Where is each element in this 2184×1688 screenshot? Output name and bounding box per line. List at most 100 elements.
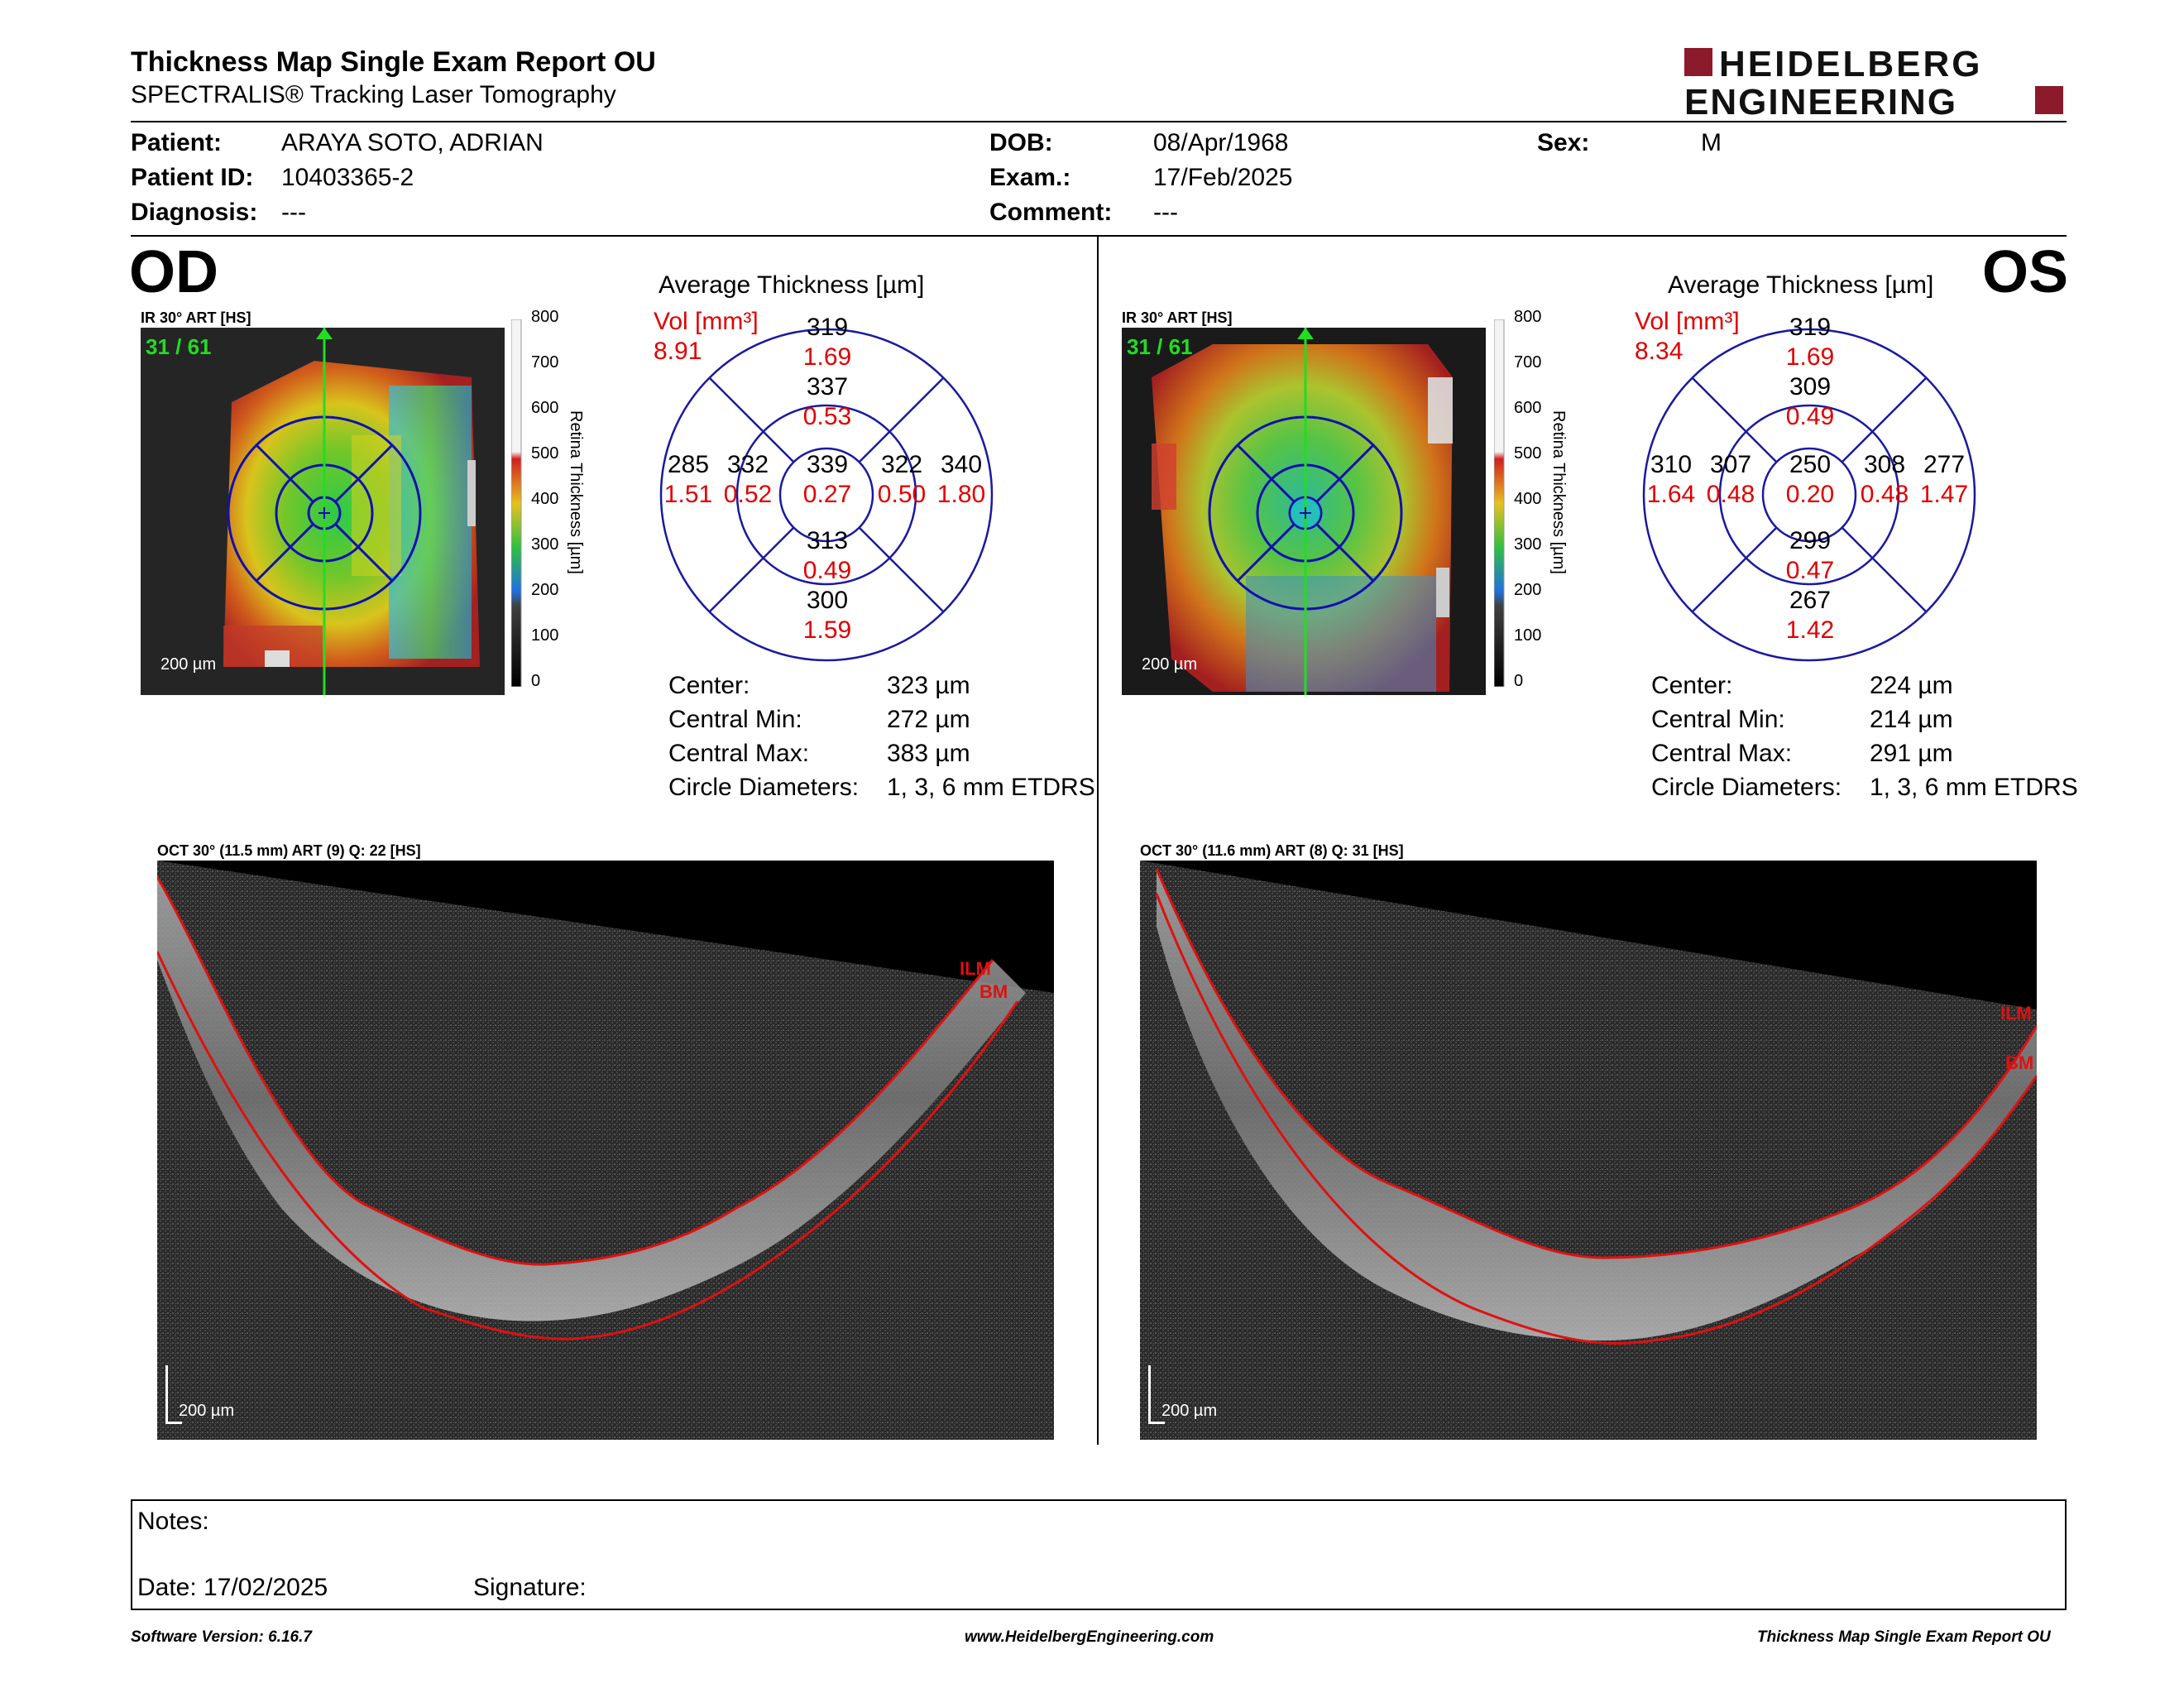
center-divider <box>1097 237 1099 1445</box>
cb-tick: 0 <box>531 672 541 690</box>
cb-tick: 300 <box>1514 535 1542 554</box>
cb-tick: 200 <box>1514 581 1542 599</box>
od-sector-outer-temp: 285 1.51 <box>663 451 713 508</box>
eye-label-od: OD <box>129 239 218 305</box>
cb-tick: 400 <box>1514 490 1542 508</box>
sex-value: M <box>1701 129 1722 156</box>
cb-tick: 500 <box>1514 444 1542 463</box>
stat-value: 214 µm <box>1870 706 1953 733</box>
cb-tick: 100 <box>1514 626 1542 645</box>
footer-website: www.HeidelbergEngineering.com <box>965 1628 1214 1646</box>
diagnosis-label: Diagnosis: <box>131 199 258 226</box>
stat-value: 224 µm <box>1870 672 1953 699</box>
os-ir-title: IR 30° ART [HS] <box>1122 309 1233 326</box>
comment-label: Comment: <box>989 199 1113 226</box>
od-map-scale: 200 µm <box>160 655 217 674</box>
eye-label-os: OS <box>1982 239 2069 305</box>
od-stats-values: 323 µm 272 µm 383 µm 1, 3, 6 mm ETDRS <box>887 669 1095 804</box>
od-sector-inner-nas: 322 0.50 <box>877 451 927 508</box>
od-sector-inner-temp: 332 0.52 <box>723 451 773 508</box>
od-sector-outer-inf: 300 1.59 <box>802 587 852 644</box>
stat-label: Center: <box>668 672 750 699</box>
od-oct-scan: ILM BM 200 µm <box>157 861 1054 1440</box>
heidelberg-logo: HEIDELBERG ENGINEERING <box>1684 44 2065 122</box>
cb-tick: 300 <box>531 535 559 554</box>
stat-value: 383 µm <box>887 740 970 767</box>
os-stats-values: 224 µm 214 µm 291 µm 1, 3, 6 mm ETDRS <box>1870 669 2078 804</box>
os-oct-scale: 200 µm <box>1161 1402 1218 1420</box>
os-colorbar <box>1493 319 1512 691</box>
stat-label: Circle Diameters: <box>1651 774 1842 801</box>
cb-tick: 700 <box>531 353 559 372</box>
os-oct-scan: ILM BM 200 µm <box>1140 861 2037 1440</box>
od-thickness-map: 31 / 61 200 µm <box>141 328 505 695</box>
os-sector-outer-nas: 277 1.47 <box>1919 451 1969 508</box>
patient-label: Patient: <box>131 129 223 156</box>
os-sector-inner-nas: 308 0.48 <box>1860 451 1909 508</box>
od-stats-labels: Center: Central Min: Central Max: Circle… <box>668 669 859 804</box>
od-colorbar <box>510 319 529 691</box>
os-sector-center: 250 0.20 <box>1785 451 1835 508</box>
os-vol-value: 8.34 <box>1635 338 1684 365</box>
diagnosis-value: --- <box>281 199 306 226</box>
od-vol-value: 8.91 <box>654 338 702 365</box>
cb-tick: 100 <box>531 626 559 645</box>
stat-value: 272 µm <box>887 706 970 733</box>
od-avg-title: Average Thickness [µm] <box>659 271 925 299</box>
os-sector-inner-temp: 307 0.48 <box>1706 451 1755 508</box>
od-bm-label: BM <box>979 981 1008 1002</box>
logo-line2: ENGINEERING <box>1684 82 1957 117</box>
stat-value: 1, 3, 6 mm ETDRS <box>1870 774 2078 801</box>
stat-value: 291 µm <box>1870 740 1953 767</box>
os-etdrs-grid <box>1641 328 1977 662</box>
od-ilm-label: ILM <box>960 958 991 979</box>
exam-value: 17/Feb/2025 <box>1153 164 1293 191</box>
logo-graphic: HEIDELBERG ENGINEERING <box>1684 44 2063 122</box>
notes-label: Notes: <box>137 1508 209 1535</box>
cb-tick: 700 <box>1514 353 1542 372</box>
os-thickness-map: 31 / 61 200 µm <box>1122 328 1486 695</box>
od-ir-title: IR 30° ART [HS] <box>141 309 251 326</box>
logo-line1: HEIDELBERG <box>1719 45 1982 84</box>
od-sector-outer-nas: 340 1.80 <box>936 451 986 508</box>
od-etdrs-grid <box>659 328 994 662</box>
os-colorbar-label: Retina Thickness [µm] <box>1549 410 1568 574</box>
footer-software-version: Software Version: 6.16.7 <box>131 1628 312 1646</box>
os-ilm-label: ILM <box>2000 1003 2032 1024</box>
patient-id-label: Patient ID: <box>131 164 254 191</box>
notes-box[interactable]: Notes: Date: 17/02/2025 Signature: <box>131 1499 2067 1610</box>
stat-label: Center: <box>1651 672 1733 699</box>
cb-tick: 600 <box>531 399 559 417</box>
stat-label: Central Max: <box>1651 740 1793 767</box>
od-sector-outer-sup: 319 1.69 <box>802 314 852 371</box>
cb-tick: 800 <box>1514 308 1542 326</box>
os-map-scale: 200 µm <box>1142 655 1198 674</box>
stat-label: Central Min: <box>1651 706 1785 733</box>
comment-value: --- <box>1153 199 1178 226</box>
dob-value: 08/Apr/1968 <box>1153 129 1289 156</box>
od-colorbar-label: Retina Thickness [µm] <box>567 410 585 574</box>
notes-date: Date: 17/02/2025 <box>137 1574 328 1601</box>
cb-tick: 200 <box>531 581 559 599</box>
os-avg-title: Average Thickness [µm] <box>1668 271 1934 299</box>
os-sector-inner-sup: 309 0.49 <box>1785 373 1835 430</box>
os-sector-outer-inf: 267 1.42 <box>1785 587 1835 644</box>
od-vol-label: Vol [mm³] <box>654 308 759 335</box>
report-title: Thickness Map Single Exam Report OU <box>131 46 656 78</box>
cb-tick: 400 <box>531 490 559 508</box>
os-frame-counter: 31 / 61 <box>1127 334 1193 359</box>
od-oct-scale: 200 µm <box>179 1402 235 1420</box>
os-oct-title: OCT 30° (11.6 mm) ART (8) Q: 31 [HS] <box>1140 842 1404 859</box>
os-sector-inner-inf: 299 0.47 <box>1785 527 1835 584</box>
header-divider <box>131 121 2067 122</box>
exam-label: Exam.: <box>989 164 1071 191</box>
os-stats-labels: Center: Central Min: Central Max: Circle… <box>1651 669 1842 804</box>
patient-name: ARAYA SOTO, ADRIAN <box>281 129 544 156</box>
od-sector-inner-inf: 313 0.49 <box>802 527 852 584</box>
os-sector-outer-temp: 310 1.64 <box>1646 451 1696 508</box>
stat-label: Central Max: <box>668 740 810 767</box>
stat-label: Central Min: <box>668 706 802 733</box>
footer-report-name: Thickness Map Single Exam Report OU <box>1757 1628 2051 1646</box>
stat-value: 323 µm <box>887 672 970 699</box>
stat-value: 1, 3, 6 mm ETDRS <box>887 774 1095 801</box>
